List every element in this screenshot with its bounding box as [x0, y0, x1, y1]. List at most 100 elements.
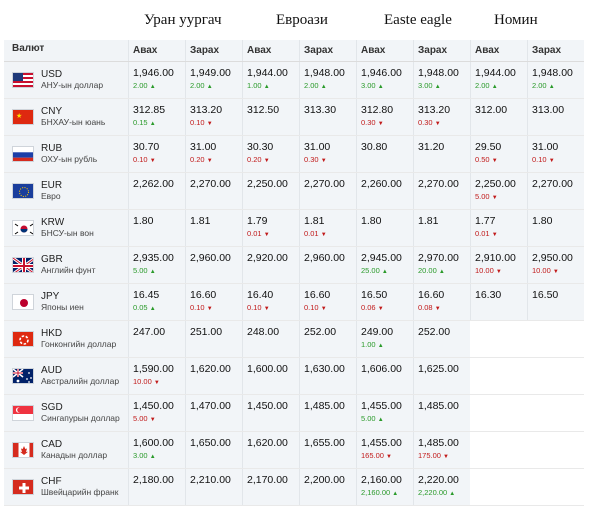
- buy-rate-cell: 30.70 0.10 ▼: [128, 136, 185, 172]
- empty-cell: [527, 432, 584, 468]
- currency-cell: CAD Канадын доллар: [4, 432, 128, 468]
- rate-value: 313.30: [304, 104, 337, 116]
- rate-value: 1,620.00: [190, 363, 231, 375]
- arrow-up-icon: ▲: [149, 269, 156, 275]
- arrow-up-icon: ▲: [434, 84, 441, 90]
- sell-rate-cell: 1,948.00 2.00 ▲: [299, 62, 356, 98]
- sell-rate-cell: 2,960.00: [299, 247, 356, 283]
- rate-value: 1.80: [532, 215, 553, 227]
- exchange-rate-table: Валют Авах Зарах Авах Зарах Авах Зарах А…: [4, 40, 584, 506]
- sell-rate-cell: 1,485.00: [413, 395, 470, 431]
- rate-value: 248.00: [247, 326, 280, 338]
- australia-flag-icon: [12, 368, 34, 384]
- sell-rate-cell: 2,200.00: [299, 469, 356, 505]
- arrow-up-icon: ▲: [149, 121, 156, 127]
- rate-value: 1,620.00: [247, 437, 288, 449]
- sell-rate-cell: 1,655.00: [299, 432, 356, 468]
- table-row: HKD Гонконгийн доллар 247.00 251.00 248.00 25…: [4, 321, 584, 358]
- buy-rate-cell: 16.50 0.06 ▼: [356, 284, 413, 320]
- currency-cell: JPY Японы иен: [4, 284, 128, 320]
- table-row: SGD Сингапурын доллар 1,450.00 5.00 ▼ 1,470.…: [4, 395, 584, 432]
- table-row: AUD Австралийн доллар 1,590.00 10.00 ▼ 1,620…: [4, 358, 584, 395]
- rate-value: 31.00: [304, 141, 331, 153]
- arrow-down-icon: ▼: [434, 121, 441, 127]
- rate-value: 1,455.00: [361, 437, 402, 449]
- sell-column-header: Зарах: [185, 40, 242, 61]
- buy-rate-cell: 1.77 0.01 ▼: [470, 210, 527, 246]
- arrow-down-icon: ▼: [491, 195, 498, 201]
- buy-rate-cell: 1,946.00 2.00 ▲: [128, 62, 185, 98]
- currency-code: JPY: [41, 291, 60, 302]
- currency-cell: CHF Швейцарийн франк: [4, 469, 128, 505]
- rate-value: 313.20: [418, 104, 451, 116]
- currency-code: CHF: [41, 476, 62, 487]
- rate-value: 1.81: [304, 215, 325, 227]
- hongkong-flag-icon: [12, 331, 34, 347]
- currency-name: АНУ-ын доллар: [41, 80, 104, 90]
- rate-value: 2,200.00: [304, 474, 345, 486]
- rate-change: 5.00 ▲: [361, 414, 384, 423]
- rate-value: 2,960.00: [190, 252, 231, 264]
- buy-rate-cell: 16.40 0.10 ▼: [242, 284, 299, 320]
- currency-cell: HKD Гонконгийн доллар: [4, 321, 128, 357]
- arrow-down-icon: ▼: [320, 232, 327, 238]
- rate-value: 312.80: [361, 104, 394, 116]
- rate-change: 3.00 ▲: [418, 81, 441, 90]
- rate-value: 1,949.00: [190, 67, 231, 79]
- china-flag-icon: ★: [12, 109, 34, 125]
- arrow-up-icon: ▲: [377, 343, 384, 349]
- rate-change: 0.30 ▼: [361, 118, 384, 127]
- arrow-down-icon: ▼: [434, 306, 441, 312]
- buy-rate-cell: 30.30 0.20 ▼: [242, 136, 299, 172]
- sell-column-header: Зарах: [527, 40, 584, 61]
- arrow-down-icon: ▼: [443, 454, 449, 460]
- rate-change: 10.00 ▼: [133, 377, 160, 386]
- sell-rate-cell: 2,960.00: [185, 247, 242, 283]
- currency-name: ОХУ-ын рубль: [41, 154, 98, 164]
- currency-name: БНСУ-ын вон: [41, 228, 94, 238]
- rate-value: 1.81: [418, 215, 439, 227]
- rate-value: 1,485.00: [418, 400, 459, 412]
- russia-flag-icon: [12, 146, 34, 162]
- rate-value: 1,655.00: [304, 437, 345, 449]
- rate-change: 2.00 ▲: [304, 81, 327, 90]
- svg-text:★: ★: [16, 112, 22, 120]
- rate-value: 1,450.00: [247, 400, 288, 412]
- buy-rate-cell: 1.80: [356, 210, 413, 246]
- currency-cell: KRW БНСУ-ын вон: [4, 210, 128, 246]
- rate-value: 1,948.00: [304, 67, 345, 79]
- buy-rate-cell: 1,944.00 1.00 ▲: [242, 62, 299, 98]
- rate-value: 1.80: [133, 215, 154, 227]
- buy-rate-cell: 1,450.00: [242, 395, 299, 431]
- arrow-up-icon: ▲: [263, 84, 270, 90]
- arrow-down-icon: ▼: [206, 121, 213, 127]
- sell-rate-cell: 2,950.00 10.00 ▼: [527, 247, 584, 283]
- currency-name: Евро: [41, 191, 61, 201]
- buy-rate-cell: 1,455.00 5.00 ▲: [356, 395, 413, 431]
- rate-value: 2,170.00: [247, 474, 288, 486]
- buy-rate-cell: 2,262.00: [128, 173, 185, 209]
- buy-rate-cell: 1.80: [128, 210, 185, 246]
- currency-name: Швейцарийн франк: [41, 487, 119, 497]
- arrow-down-icon: ▼: [491, 158, 498, 164]
- buy-rate-cell: 2,170.00: [242, 469, 299, 505]
- rate-value: 16.30: [475, 289, 502, 301]
- rate-value: 1,948.00: [418, 67, 459, 79]
- rate-change: 165.00 ▼: [361, 451, 392, 460]
- currency-code: USD: [41, 69, 63, 80]
- buy-rate-cell: 312.80 0.30 ▼: [356, 99, 413, 135]
- rate-value: 2,220.00: [418, 474, 459, 486]
- table-row: CAD Канадын доллар 1,600.00 3.00 ▲ 1,650.00 1…: [4, 432, 584, 469]
- buy-rate-cell: 2,910.00 10.00 ▼: [470, 247, 527, 283]
- buy-rate-cell: 2,250.00: [242, 173, 299, 209]
- currency-name: Сингапурын доллар: [41, 413, 120, 423]
- rate-value: 1.80: [361, 215, 382, 227]
- sell-rate-cell: 1,949.00 2.00 ▲: [185, 62, 242, 98]
- buy-rate-cell: 1,620.00: [242, 432, 299, 468]
- sell-rate-cell: 252.00: [413, 321, 470, 357]
- empty-cell: [527, 358, 584, 394]
- rate-value: 16.60: [190, 289, 217, 301]
- rate-change: 2.00 ▲: [475, 81, 498, 90]
- buy-rate-cell: 2,160.00 2,160.00 ▲: [356, 469, 413, 505]
- rate-value: 1,650.00: [190, 437, 231, 449]
